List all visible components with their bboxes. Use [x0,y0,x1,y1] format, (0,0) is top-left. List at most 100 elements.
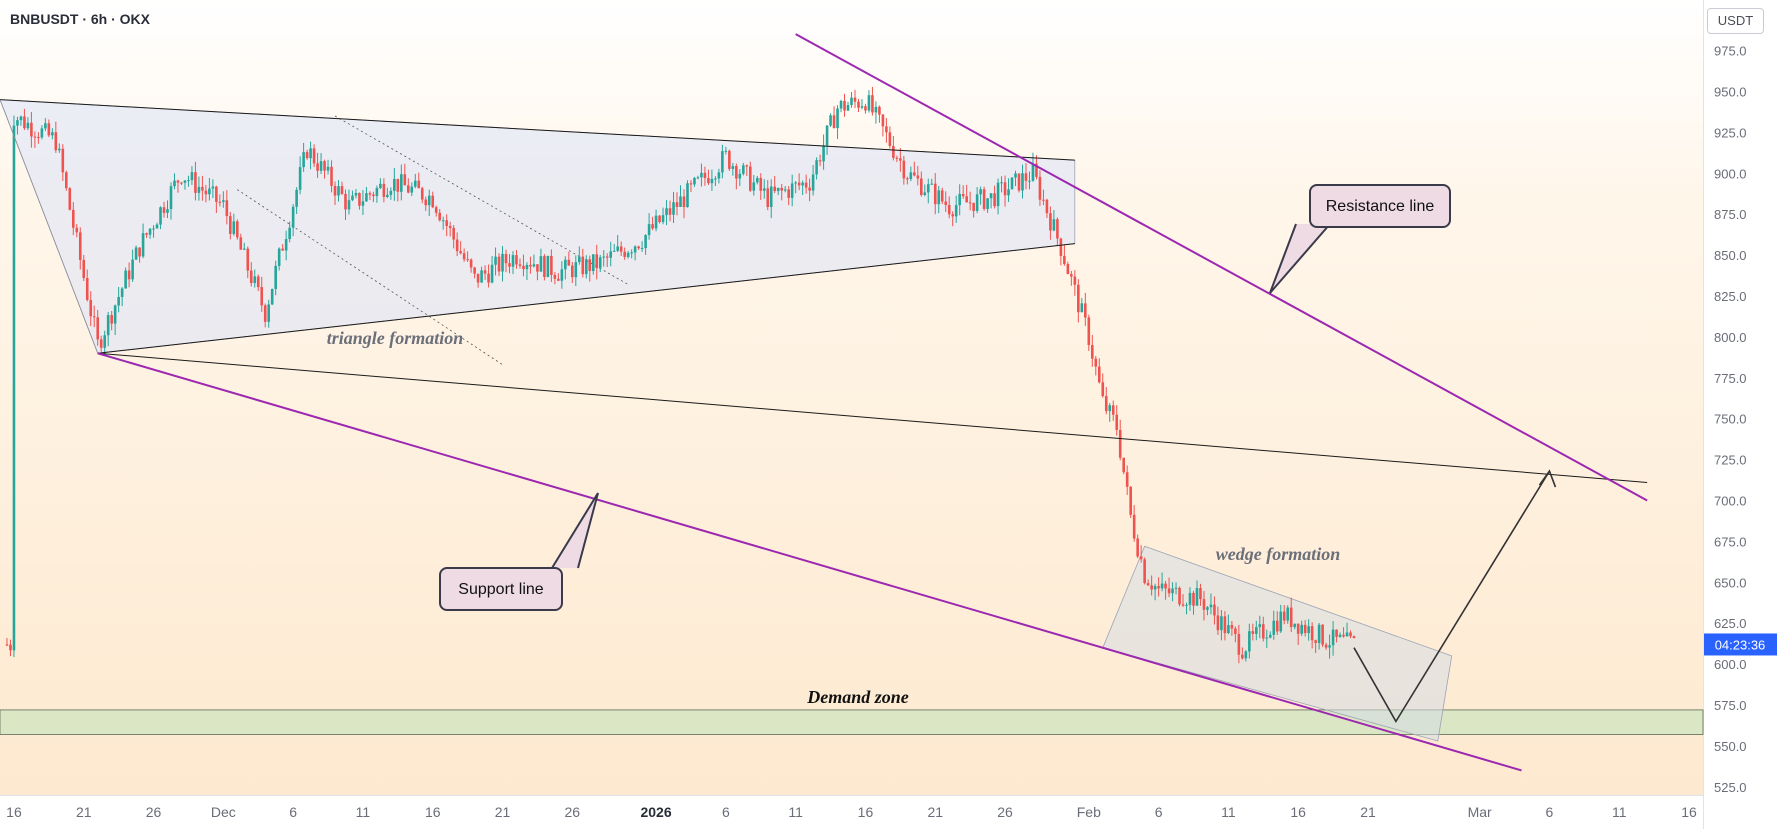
candle-body [1118,429,1122,458]
candle-body [881,114,885,127]
candle-body [1185,604,1188,606]
candle-body [417,180,421,189]
candle-body [707,178,710,184]
time-tick-label: 21 [1360,804,1376,820]
candle-body [1199,588,1202,600]
candle-body [110,315,113,324]
candle-body [326,166,330,171]
candle-body [1202,599,1206,610]
candle-body [242,248,246,250]
candle-body [208,188,211,195]
support-callout-label: Support line [458,581,543,598]
candle-body [330,166,333,186]
candle-body [947,204,951,215]
resistance-callout-pointer [1269,223,1331,294]
candle-body [155,224,159,229]
triangle-top-line [0,99,1075,161]
candle-body [169,186,173,210]
candle-body [61,148,65,173]
candle-body [748,166,752,191]
candle-body [201,186,204,191]
candle-body [365,193,368,202]
candle-body [187,180,190,182]
time-tick-label: 6 [1155,804,1163,820]
candle-body [846,105,850,111]
candle-body [591,254,595,272]
price-tick-label: 750.0 [1714,412,1747,427]
candle-body [1024,173,1028,181]
candle-body [1286,607,1290,621]
candle-body [16,120,19,126]
support-line [97,352,1522,772]
candle-body [755,177,759,183]
price-tick-label: 775.0 [1714,371,1747,386]
price-tick-label: 650.0 [1714,575,1747,590]
candle-body [274,265,277,289]
candle-body [633,246,637,253]
candle-body [598,257,602,269]
candle-body [85,278,89,300]
candle-body [358,192,361,206]
candle-body [448,225,452,228]
candle-body [1261,624,1265,639]
candle-body [295,189,298,207]
time-tick-label: 16 [6,804,22,820]
time-tick-label: 11 [1221,804,1236,820]
candle-body [340,186,344,194]
candle-body [703,172,707,179]
candle-body [584,259,588,275]
support-callout: Support line [439,492,599,611]
candle-body [731,166,735,169]
candle-body [54,132,58,151]
candle-body [553,274,557,279]
candle-body [944,201,948,205]
price-tick-label: 550.0 [1714,739,1747,754]
candle-body [1220,616,1223,631]
symbol-title[interactable]: BNBUSDT · 6h · OKX [10,11,150,27]
time-tick-label: 6 [1546,804,1554,820]
candle-body [1010,177,1014,190]
candle-body [1143,559,1146,584]
candle-body [801,182,804,186]
candle-body [33,136,37,138]
candle-body [508,263,511,267]
candle-body [686,183,689,208]
price-tick-label: 975.0 [1714,44,1747,59]
candle-body [588,259,592,272]
time-tick-label: 11 [356,804,371,820]
candle-body [1241,654,1244,659]
candle-body [400,174,403,192]
candle-body [1073,276,1077,285]
candle-body [926,184,930,193]
candle-body [693,177,696,185]
candle-body [284,239,288,251]
candle-body [850,97,853,106]
candle-body [874,106,878,113]
candle-body [878,106,881,115]
candle-body [1192,592,1195,606]
time-tick-label: 21 [76,804,92,820]
candle-body [455,239,459,252]
candle-body [197,186,201,193]
candle-body [762,188,766,191]
candle-body [679,196,682,207]
candle-body [1000,182,1003,184]
candle-body [354,192,358,196]
candle-body [644,235,647,248]
candle-body [180,182,183,184]
candle-body [222,200,225,202]
candle-body [1122,457,1126,473]
candle-body [1042,199,1045,201]
candle-body [1223,616,1227,634]
candle-body [351,195,354,201]
candle-body [1258,624,1262,628]
currency-selector[interactable]: USDT [1707,8,1764,34]
candle-body [839,100,843,109]
price-tick-label: 675.0 [1714,534,1747,549]
price-tick-label: 525.0 [1714,780,1747,795]
candle-body [124,270,127,289]
candle-body [853,97,857,102]
candle-body [427,195,431,206]
candle-body [860,106,864,108]
